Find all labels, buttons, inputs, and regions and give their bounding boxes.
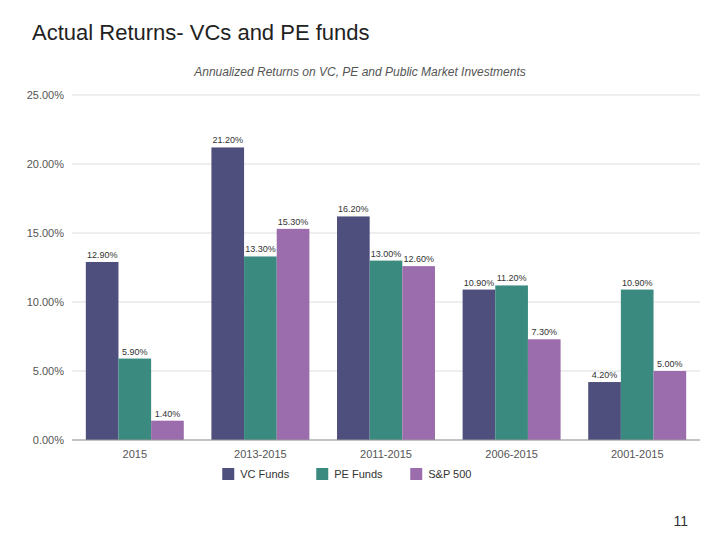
x-tick-label: 2013-2015 bbox=[234, 448, 287, 460]
y-tick-label: 10.00% bbox=[27, 296, 65, 308]
legend-label: S&P 500 bbox=[428, 468, 471, 480]
x-axis-line bbox=[72, 440, 700, 441]
grid-line bbox=[72, 95, 700, 96]
bars bbox=[86, 147, 686, 440]
bar bbox=[463, 290, 496, 440]
data-label: 7.30% bbox=[531, 327, 557, 337]
data-label: 1.40% bbox=[155, 409, 181, 419]
title: Actual Returns- VCs and PE funds bbox=[32, 20, 370, 45]
bar bbox=[402, 266, 435, 440]
data-label: 21.20% bbox=[212, 135, 243, 145]
page-number: 11 bbox=[673, 513, 688, 529]
y-tick-label: 5.00% bbox=[33, 365, 64, 377]
bar bbox=[588, 382, 621, 440]
y-tick-label: 25.00% bbox=[27, 89, 65, 101]
y-tick-label: 15.00% bbox=[27, 227, 65, 239]
bar bbox=[621, 290, 654, 440]
bar bbox=[528, 339, 561, 440]
data-label: 16.20% bbox=[338, 204, 369, 214]
bar bbox=[277, 229, 310, 440]
data-label: 12.60% bbox=[403, 254, 434, 264]
data-label: 10.90% bbox=[622, 278, 653, 288]
grid-line bbox=[72, 164, 700, 165]
x-tick-label: 2011-2015 bbox=[360, 448, 412, 460]
legend-label: VC Funds bbox=[240, 468, 289, 480]
legend-swatch bbox=[316, 468, 328, 480]
chart: Actual Returns- VCs and PE funds Annualiz… bbox=[0, 0, 720, 540]
data-label: 10.90% bbox=[464, 278, 495, 288]
bar bbox=[86, 262, 119, 440]
grid-line bbox=[72, 440, 700, 441]
bar bbox=[211, 147, 244, 440]
data-label: 4.20% bbox=[592, 370, 618, 380]
data-label: 15.30% bbox=[278, 217, 309, 227]
y-tick-label: 0.00% bbox=[33, 434, 64, 446]
subtitle: Annualized Returns on VC, PE and Public … bbox=[193, 65, 526, 79]
y-tick-label: 20.00% bbox=[27, 158, 65, 170]
legend: VC Funds PE Funds S&P 500 bbox=[222, 468, 471, 480]
data-label: 5.90% bbox=[122, 347, 148, 357]
bar bbox=[370, 261, 403, 440]
data-label: 13.00% bbox=[371, 249, 402, 259]
x-axis: 2015 2013-2015 2011-2015 2006-2015 2001-2015 bbox=[72, 440, 700, 460]
bar bbox=[495, 285, 528, 440]
data-labels: 12.90% 21.20% 16.20% 10.90% 4.20% 5.90% 13.30%… bbox=[87, 135, 683, 418]
legend-swatch bbox=[222, 468, 234, 480]
legend-swatch bbox=[410, 468, 422, 480]
bar bbox=[654, 371, 687, 440]
bar bbox=[118, 359, 151, 440]
bar bbox=[337, 216, 370, 440]
x-tick-label: 2006-2015 bbox=[485, 448, 538, 460]
bar bbox=[151, 421, 184, 440]
data-label: 11.20% bbox=[497, 273, 527, 283]
bar bbox=[244, 256, 277, 440]
data-label: 5.00% bbox=[657, 359, 683, 369]
x-tick-label: 2015 bbox=[123, 448, 147, 460]
x-tick-label: 2001-2015 bbox=[611, 448, 664, 460]
data-label: 13.30% bbox=[245, 244, 276, 254]
y-axis: 0.00% 5.00% 10.00% 15.00% 20.00% 25.00% bbox=[27, 89, 700, 446]
data-label: 12.90% bbox=[87, 250, 118, 260]
grid-line bbox=[72, 233, 700, 234]
legend-label: PE Funds bbox=[334, 468, 383, 480]
